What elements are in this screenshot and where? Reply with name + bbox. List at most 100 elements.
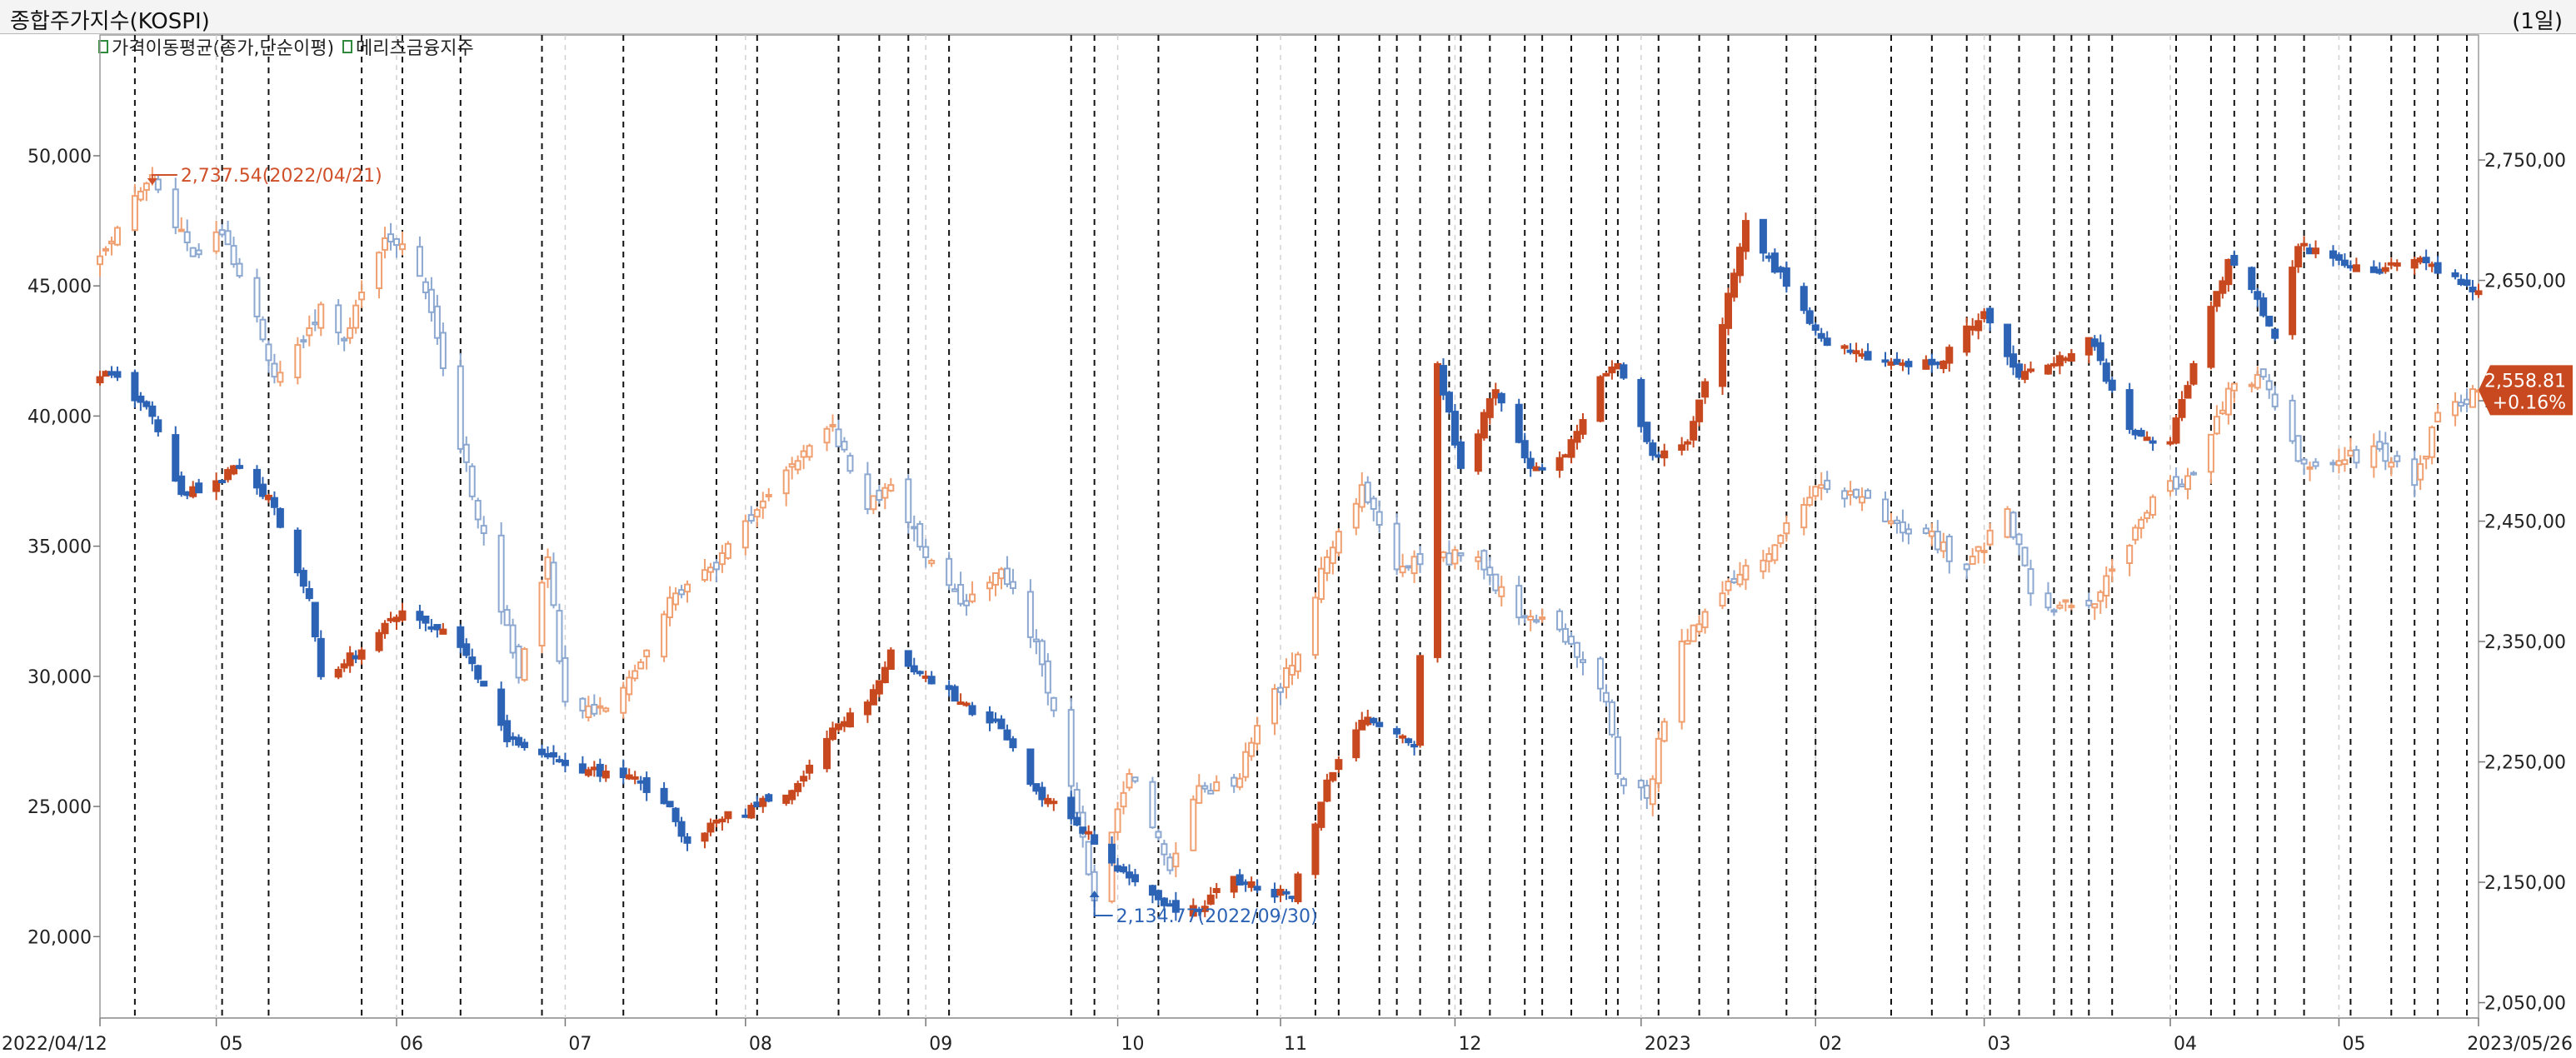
meritz-candle bbox=[1166, 900, 1174, 907]
kospi-candle bbox=[1329, 541, 1336, 575]
kospi-candle bbox=[306, 315, 313, 347]
kospi-candle bbox=[265, 340, 272, 373]
meritz-candle bbox=[270, 491, 278, 516]
meritz-candle bbox=[1434, 361, 1442, 663]
kospi-candle bbox=[1865, 488, 1872, 499]
meritz-candle bbox=[683, 832, 691, 851]
kospi-candle bbox=[142, 182, 150, 202]
kospi-candle bbox=[230, 237, 237, 268]
meritz-candle bbox=[212, 472, 221, 501]
meritz-candle bbox=[2207, 301, 2215, 370]
meritz-candle bbox=[747, 802, 756, 820]
meritz-candle bbox=[1805, 307, 1814, 326]
kospi-candle bbox=[1596, 656, 1604, 702]
meritz-candle bbox=[846, 707, 854, 728]
meritz-candle bbox=[131, 369, 139, 408]
meritz-candle bbox=[509, 732, 517, 746]
meritz-candle bbox=[2410, 257, 2419, 275]
kospi-candle bbox=[2341, 447, 2349, 472]
meritz-candle bbox=[2248, 266, 2256, 294]
low-annotation-label: 2,134.77(2022/09/30) bbox=[1116, 906, 1318, 927]
meritz-candle bbox=[1032, 783, 1041, 795]
kospi-candle bbox=[1905, 523, 1912, 545]
kospi-candle bbox=[951, 583, 959, 592]
meritz-candle bbox=[619, 759, 627, 785]
meritz-candle bbox=[1009, 736, 1017, 752]
kospi-candle bbox=[1649, 775, 1656, 816]
meritz-candle bbox=[1532, 462, 1540, 472]
right-tick-label: 2,350,00 bbox=[2484, 632, 2566, 653]
meritz-candle bbox=[2172, 415, 2180, 445]
meritz-candle bbox=[346, 646, 354, 673]
meritz-candle bbox=[497, 681, 506, 731]
meritz-candle bbox=[1939, 360, 1948, 374]
meritz-candle bbox=[886, 646, 895, 671]
meritz-candle bbox=[1922, 355, 1930, 370]
meritz-candle bbox=[2027, 361, 2035, 374]
meritz-candle bbox=[1085, 825, 1093, 841]
meritz-candle bbox=[317, 630, 325, 680]
meritz-candle bbox=[660, 781, 668, 805]
kospi-candle bbox=[2394, 451, 2401, 468]
kospi-candle bbox=[969, 581, 976, 604]
meritz-candle bbox=[102, 370, 110, 377]
meritz-candle bbox=[701, 831, 709, 849]
meritz-candle bbox=[1817, 327, 1825, 342]
kospi-candle bbox=[597, 696, 604, 716]
meritz-candle bbox=[1120, 863, 1128, 874]
kospi-candle bbox=[1486, 556, 1494, 586]
period-label[interactable]: (1일) bbox=[2512, 9, 2563, 34]
kospi-candle bbox=[468, 463, 476, 501]
legend-item-meritz[interactable]: 메리츠금융지주 bbox=[342, 33, 474, 60]
meritz-candle bbox=[1474, 429, 1482, 475]
meritz-candle bbox=[1887, 357, 1895, 370]
meritz-candle bbox=[2393, 259, 2401, 272]
meritz-candle bbox=[991, 712, 1000, 724]
kospi-candle bbox=[1684, 628, 1691, 645]
kospi-candle bbox=[2469, 385, 2477, 408]
legend-checkbox-icon[interactable] bbox=[98, 40, 108, 53]
left-tick-label: 20,000 bbox=[27, 927, 92, 948]
meritz-candle bbox=[230, 464, 238, 476]
meritz-candle bbox=[1608, 360, 1616, 380]
x-tick-label: 08 bbox=[749, 1034, 772, 1055]
meritz-candle bbox=[671, 806, 680, 827]
kospi-candle bbox=[1928, 522, 1935, 546]
meritz-candle bbox=[2166, 437, 2174, 447]
meritz-candle bbox=[1660, 443, 1669, 467]
kospi-candle bbox=[2132, 524, 2139, 545]
kospi-candle bbox=[497, 522, 505, 625]
kospi-candle bbox=[137, 187, 144, 202]
kospi-candle bbox=[946, 551, 953, 591]
meritz-candle bbox=[1840, 344, 1849, 355]
meritz-candle bbox=[2469, 280, 2477, 301]
kospi-candle bbox=[259, 316, 267, 342]
meritz-candle bbox=[433, 624, 442, 638]
meritz-candle bbox=[1294, 871, 1302, 905]
meritz-candle bbox=[480, 681, 488, 687]
kospi-candle bbox=[2353, 445, 2360, 469]
meritz-candle bbox=[1323, 773, 1331, 803]
meritz-candle bbox=[107, 366, 116, 378]
kospi-candle bbox=[1771, 543, 1779, 565]
left-tick-label: 30,000 bbox=[27, 667, 92, 688]
meritz-candle bbox=[753, 796, 761, 808]
kospi-candle bbox=[521, 646, 528, 682]
kospi-candle bbox=[1317, 556, 1325, 603]
legend-checkbox-icon[interactable] bbox=[342, 40, 353, 53]
kospi-candle bbox=[1399, 553, 1406, 577]
meritz-candle bbox=[1003, 724, 1011, 741]
meritz-candle bbox=[154, 416, 162, 437]
kospi-candle bbox=[2347, 437, 2354, 458]
kospi-candle bbox=[1416, 546, 1424, 573]
x-tick-label: 03 bbox=[1988, 1034, 2011, 1055]
left-tick-label: 35,000 bbox=[27, 537, 92, 558]
high-annotation-label: 2,737.54(2022/04/21) bbox=[181, 166, 382, 187]
kospi-candle bbox=[1515, 576, 1523, 626]
kospi-candle bbox=[1410, 550, 1418, 583]
x-tick-label: 04 bbox=[2174, 1034, 2197, 1055]
meritz-candle bbox=[1765, 252, 1773, 262]
meritz-candle bbox=[2340, 253, 2349, 268]
meritz-candle bbox=[2329, 245, 2337, 267]
